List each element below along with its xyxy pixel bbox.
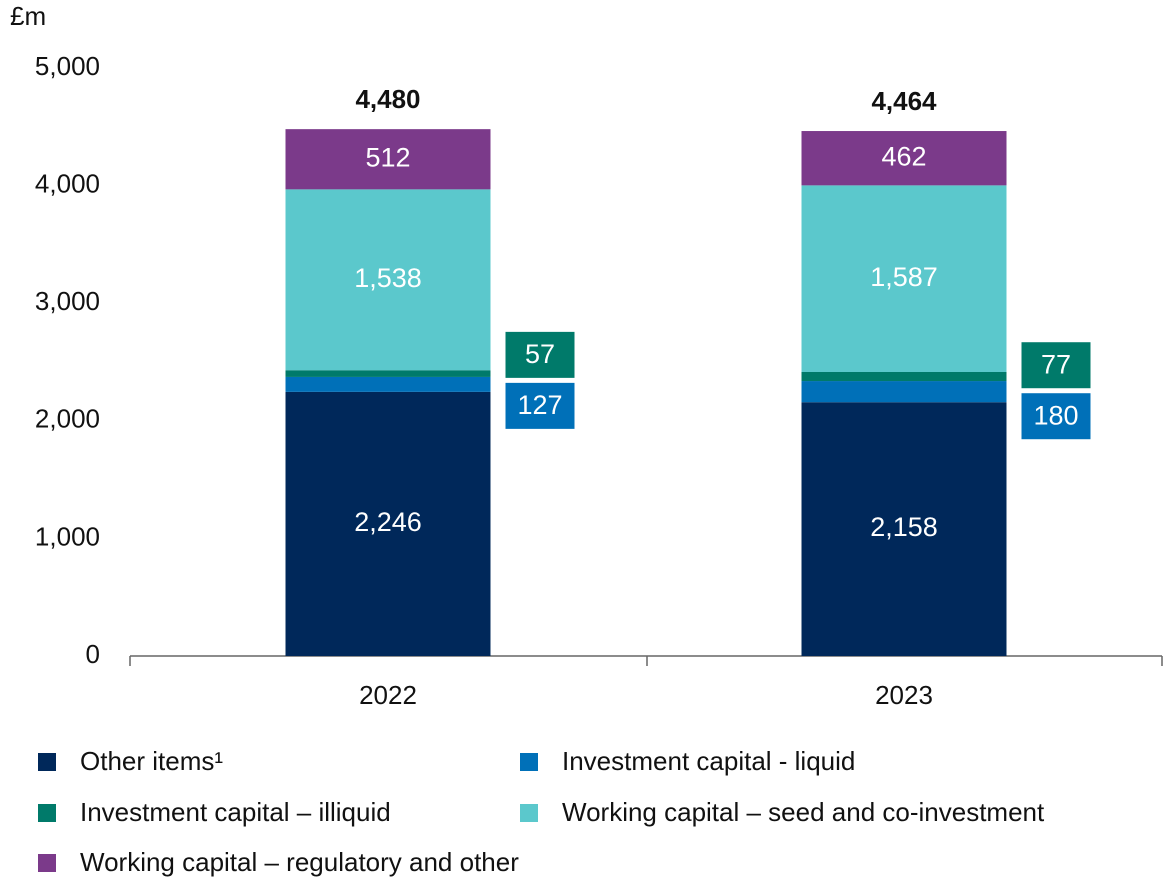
- bar-segment: [801, 371, 1007, 382]
- total-label: 4,480: [355, 84, 420, 114]
- legend-swatch: [38, 854, 56, 872]
- total-label: 4,464: [871, 86, 937, 116]
- x-tick-label: 2022: [359, 680, 417, 710]
- value-label: 2,158: [870, 512, 938, 542]
- legend-label: Investment capital – illiquid: [80, 797, 391, 827]
- y-axis-label: £m: [10, 1, 46, 31]
- value-label: 1,587: [870, 262, 938, 292]
- value-label-box: [505, 382, 575, 429]
- bar-segment: [801, 402, 1007, 656]
- value-label: 1,538: [354, 263, 422, 293]
- legend-label: Working capital – seed and co-investment: [562, 797, 1045, 827]
- bar-segment: [801, 185, 1007, 372]
- y-tick-label: 2,000: [35, 404, 100, 434]
- legend-label: Investment capital - liquid: [562, 746, 855, 776]
- legend-label: Other items¹: [80, 746, 223, 776]
- y-tick-label: 0: [86, 639, 100, 669]
- value-label: 57: [525, 339, 555, 369]
- legend-swatch: [520, 804, 538, 822]
- value-label: 127: [517, 390, 562, 420]
- legend-swatch: [38, 753, 56, 771]
- value-label: 462: [881, 141, 926, 171]
- bar-segment: [285, 129, 491, 190]
- bar-segment: [285, 370, 491, 377]
- legend-swatch: [520, 753, 538, 771]
- legend-swatch: [38, 804, 56, 822]
- legend-label: Working capital – regulatory and other: [80, 847, 519, 877]
- bar-segment: [801, 381, 1007, 403]
- value-label-box: [1021, 342, 1091, 389]
- value-label-box: [505, 331, 575, 378]
- y-tick-label: 4,000: [35, 168, 100, 198]
- value-label: 180: [1033, 400, 1078, 430]
- value-label: 77: [1041, 349, 1071, 379]
- y-tick-label: 3,000: [35, 286, 100, 316]
- y-tick-label: 5,000: [35, 51, 100, 81]
- value-label: 2,246: [354, 507, 422, 537]
- bar-segment: [285, 391, 491, 656]
- value-label-box: [1021, 393, 1091, 440]
- bar-segment: [801, 131, 1007, 186]
- bar-segment: [285, 189, 491, 371]
- value-label: 512: [365, 142, 410, 172]
- x-tick-label: 2023: [875, 680, 933, 710]
- bar-segment: [285, 376, 491, 392]
- y-tick-label: 1,000: [35, 521, 100, 551]
